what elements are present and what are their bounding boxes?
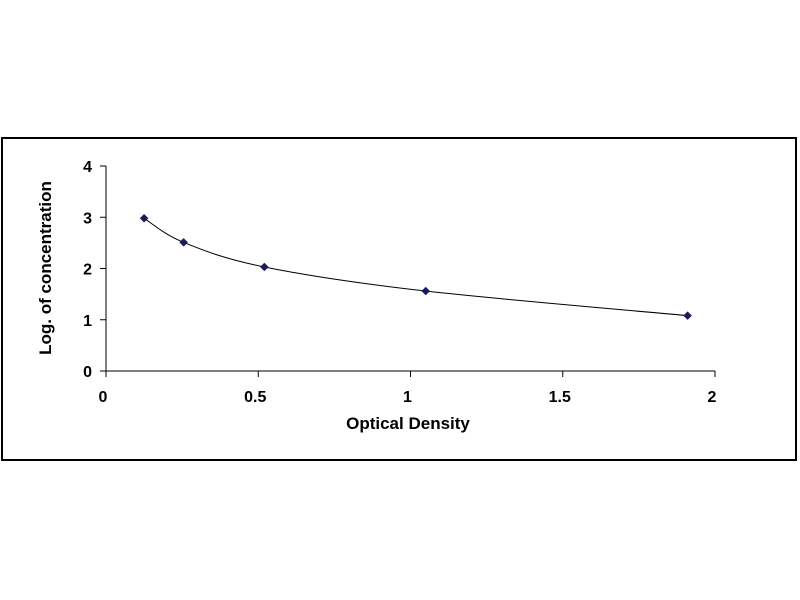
data-point — [421, 286, 431, 296]
x-tick-label: 2 — [708, 389, 717, 406]
data-point — [259, 262, 269, 272]
axes — [105, 166, 715, 372]
chart-frame — [1, 137, 797, 461]
y-axis-title: Log. of concentration — [36, 181, 55, 355]
y-tick-label: 0 — [83, 364, 92, 381]
x-axis-title: Optical Density — [346, 414, 470, 433]
ticks — [100, 165, 716, 377]
x-tick-label: 1 — [403, 389, 412, 406]
data-point — [683, 311, 692, 321]
x-tick-label: 0.5 — [244, 389, 266, 406]
fit-curve — [143, 217, 688, 317]
y-tick-label: 1 — [83, 313, 92, 330]
x-tick-label: 0 — [99, 389, 108, 406]
data-point — [139, 213, 149, 223]
y-tick-label: 3 — [83, 210, 92, 227]
y-tick-label: 2 — [83, 262, 92, 279]
tick-labels: 0 1 2 3 4 0 0.5 1 1.5 2 — [83, 159, 716, 406]
x-tick-label: 1.5 — [549, 389, 571, 406]
data-point — [179, 238, 189, 247]
data-points — [139, 213, 692, 321]
y-tick-label: 4 — [83, 159, 92, 176]
